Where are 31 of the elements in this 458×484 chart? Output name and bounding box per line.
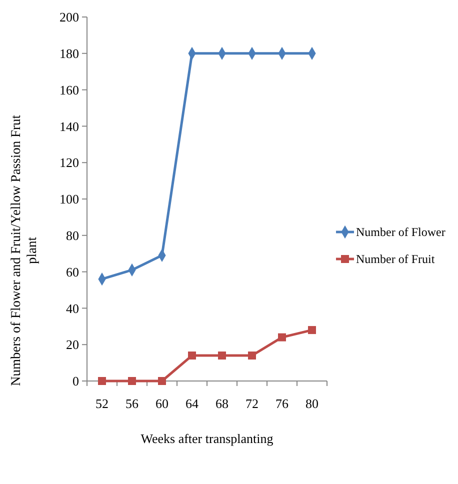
y-tick-label: 200: [60, 10, 79, 25]
y-tick-label: 60: [66, 264, 79, 280]
y-tick-label: 140: [60, 118, 79, 134]
x-tick-label: 80: [306, 396, 318, 411]
x-tick-label: 60: [156, 396, 168, 411]
point: [278, 333, 286, 342]
point: [188, 352, 196, 360]
y-tick-label: 40: [66, 300, 79, 316]
point: [158, 377, 166, 385]
y-tick-label: 0: [72, 374, 79, 389]
y-tick-label: 120: [60, 155, 79, 170]
x-tick-label: 68: [216, 396, 228, 411]
legend-label: Number of Fruit: [356, 252, 436, 266]
y-axis-title: Numbers of Flower and Fruit/Yellow Passion Frut plant: [8, 114, 39, 386]
point: [128, 377, 136, 385]
y-tick-label: 160: [60, 82, 79, 98]
x-axis-title: Weeks after transplanting: [140, 431, 274, 446]
x-tick-label: 72: [246, 396, 258, 411]
x-tick-label: 76: [276, 396, 289, 411]
point: [248, 352, 256, 360]
y-tick-label: 100: [60, 192, 79, 207]
x-tick-label: 52: [96, 396, 108, 411]
point: [98, 377, 106, 385]
point: [218, 352, 226, 360]
y-tick-label: 180: [60, 46, 79, 61]
y-tick-label: 20: [66, 337, 79, 352]
point: [308, 326, 316, 334]
x-tick-label: 56: [126, 396, 139, 411]
legend-label: Number of Flower: [356, 225, 446, 240]
y-tick-label: 80: [66, 228, 79, 243]
x-tick-label: 64: [186, 396, 199, 411]
